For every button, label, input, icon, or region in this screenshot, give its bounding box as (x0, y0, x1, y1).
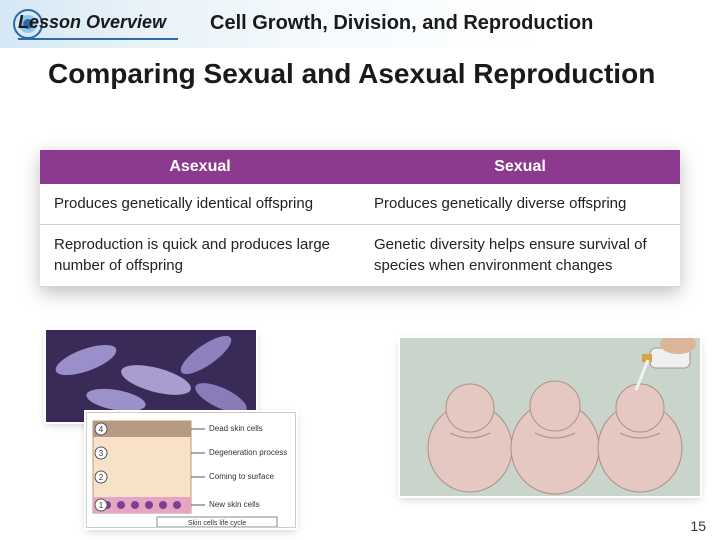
cell-sexual-1: Produces genetically diverse offspring (360, 184, 680, 225)
comparison-table: Asexual Sexual Produces genetically iden… (40, 150, 680, 287)
svg-text:1: 1 (99, 501, 104, 510)
table-row: Produces genetically identical offspring… (40, 184, 680, 225)
svg-text:3: 3 (99, 449, 104, 458)
column-asexual: Asexual (40, 150, 360, 184)
diagram-label-3: Degeneration process (209, 448, 287, 457)
cell-sexual-2: Genetic diversity helps ensure survival … (360, 225, 680, 287)
diagram-label-2: Coming to surface (209, 472, 274, 481)
image-bacteria (46, 330, 256, 422)
table-header-row: Asexual Sexual (40, 150, 680, 184)
column-sexual: Sexual (360, 150, 680, 184)
lesson-overview-label: Lesson Overview (18, 12, 166, 33)
cell-asexual-2: Reproduction is quick and produces large… (40, 225, 360, 287)
header-underline (18, 38, 178, 40)
page-number: 15 (690, 518, 706, 534)
image-skin-diagram: 4 3 2 1 Dead skin cells Degeneration pro… (86, 412, 296, 528)
diagram-caption: Skin cells life cycle (188, 520, 246, 527)
page-title: Comparing Sexual and Asexual Reproductio… (48, 58, 655, 90)
table-row: Reproduction is quick and produces large… (40, 225, 680, 287)
topic-label: Cell Growth, Division, and Reproduction (210, 12, 593, 35)
diagram-label-4: Dead skin cells (209, 424, 263, 433)
svg-text:2: 2 (99, 473, 104, 482)
page-title-text: Comparing Sexual and Asexual Reproductio… (48, 58, 655, 89)
diagram-label-1: New skin cells (209, 500, 260, 509)
image-puppies (400, 338, 700, 496)
svg-text:4: 4 (99, 425, 104, 434)
cell-asexual-1: Produces genetically identical offspring (40, 184, 360, 225)
